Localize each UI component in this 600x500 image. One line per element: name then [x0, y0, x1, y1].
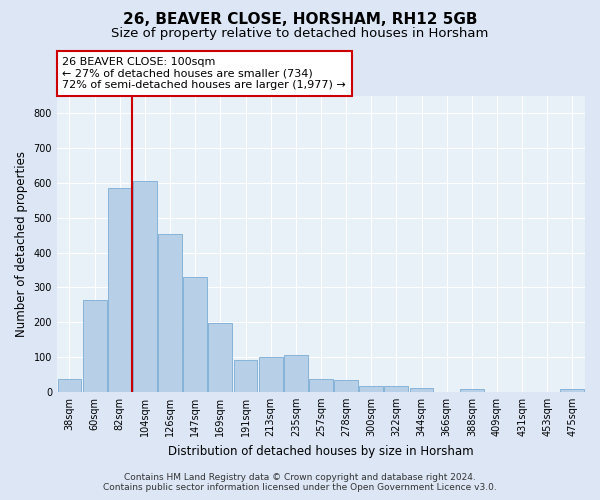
Bar [410, 388, 433, 392]
Text: 26 BEAVER CLOSE: 100sqm
← 27% of detached houses are smaller (734)
72% of semi-d: 26 BEAVER CLOSE: 100sqm ← 27% of detache… [62, 57, 346, 90]
Bar [385, 386, 409, 392]
X-axis label: Distribution of detached houses by size in Horsham: Distribution of detached houses by size … [168, 444, 474, 458]
Bar [259, 357, 283, 392]
Text: Size of property relative to detached houses in Horsham: Size of property relative to detached ho… [112, 28, 488, 40]
Text: 26, BEAVER CLOSE, HORSHAM, RH12 5GB: 26, BEAVER CLOSE, HORSHAM, RH12 5GB [123, 12, 477, 28]
Bar [309, 379, 333, 392]
Bar [158, 234, 182, 392]
Bar [233, 360, 257, 392]
Bar [560, 389, 584, 392]
Bar [208, 323, 232, 392]
Text: Contains HM Land Registry data © Crown copyright and database right 2024.
Contai: Contains HM Land Registry data © Crown c… [103, 473, 497, 492]
Bar [58, 380, 82, 392]
Bar [359, 386, 383, 392]
Bar [334, 380, 358, 392]
Bar [83, 300, 107, 392]
Bar [133, 181, 157, 392]
Bar [108, 188, 132, 392]
Bar [284, 356, 308, 392]
Y-axis label: Number of detached properties: Number of detached properties [15, 151, 28, 337]
Bar [460, 390, 484, 392]
Bar [183, 277, 207, 392]
